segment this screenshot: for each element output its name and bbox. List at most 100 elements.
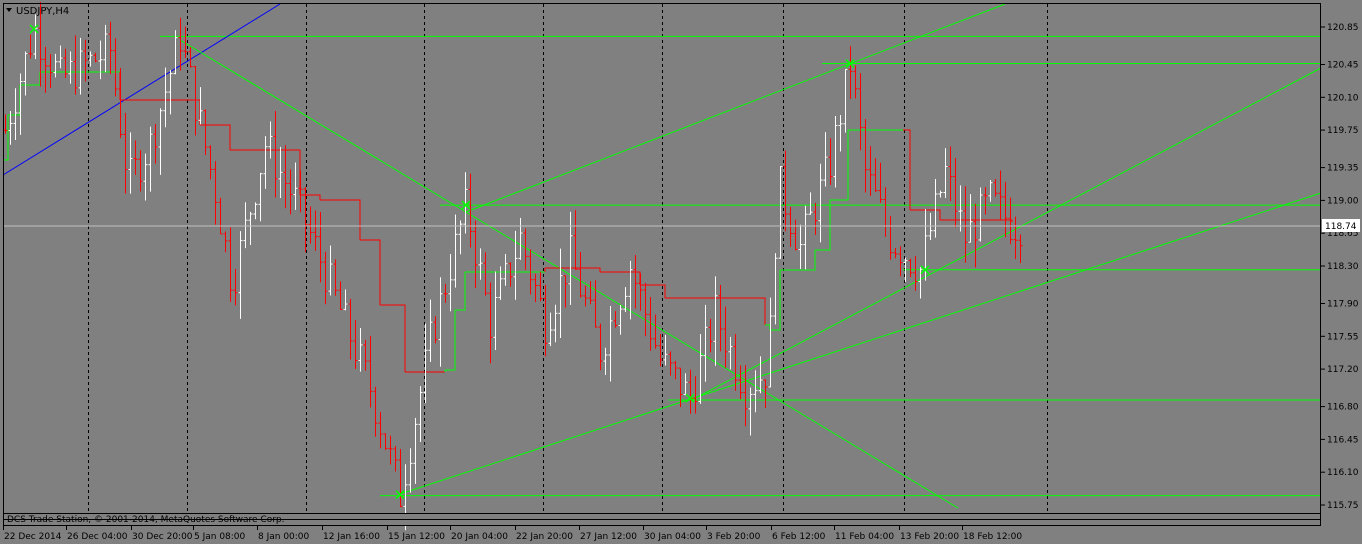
price-bar xyxy=(353,320,358,370)
price-bar xyxy=(738,365,743,400)
price-bar xyxy=(683,373,688,396)
price-bar xyxy=(993,178,998,197)
swing-high-marker xyxy=(845,59,855,69)
price-bar xyxy=(318,211,323,283)
x-tick-label: 20 Jan 04:00 xyxy=(451,532,508,542)
price-bar xyxy=(433,316,438,344)
copyright-text: DCS Trade Station, © 2001-2014, MetaQuot… xyxy=(7,515,285,525)
triangle-down-icon[interactable] xyxy=(6,8,12,12)
x-tick-label: 5 Jan 08:00 xyxy=(194,532,246,542)
price-bar xyxy=(868,146,873,196)
price-bar xyxy=(873,158,878,192)
price-bar xyxy=(728,336,733,370)
price-bar xyxy=(478,248,483,280)
price-bar xyxy=(543,284,548,357)
price-bar xyxy=(8,110,13,145)
price-bar xyxy=(48,54,53,89)
price-bar xyxy=(828,138,833,185)
stop-line-segment xyxy=(300,194,321,200)
price-bar xyxy=(788,206,793,247)
price-bar xyxy=(208,145,213,180)
stop-line-segment xyxy=(455,272,466,311)
y-tick-label: 117.90 xyxy=(1327,299,1359,309)
price-bar xyxy=(638,273,643,311)
price-bar xyxy=(13,88,18,141)
stop-line-segment xyxy=(780,250,816,271)
stop-line-segment xyxy=(770,270,781,331)
stop-line-segment xyxy=(830,130,849,201)
y-tick-label: 118.65 xyxy=(1327,229,1359,239)
price-bar xyxy=(248,211,253,245)
x-tick-label: 6 Feb 12:00 xyxy=(772,532,826,542)
stop-line-segment xyxy=(3,115,9,161)
stop-line-segment xyxy=(545,267,601,272)
price-bar xyxy=(213,161,218,225)
price-bar xyxy=(838,115,843,152)
price-bar xyxy=(158,108,163,175)
price-bar xyxy=(613,310,618,328)
horizontal-levels xyxy=(160,35,1321,497)
stop-line-segment xyxy=(815,200,831,251)
price-bar xyxy=(498,266,503,300)
y-tick-label: 116.45 xyxy=(1327,435,1359,445)
price-bar xyxy=(1008,197,1013,245)
price-bar xyxy=(768,297,773,388)
stop-line-segment xyxy=(200,124,231,150)
price-bar xyxy=(448,253,453,312)
price-bar xyxy=(18,73,23,135)
price-bar xyxy=(578,251,583,298)
price-bar xyxy=(748,387,753,436)
price-bar xyxy=(973,203,978,268)
price-bar xyxy=(223,231,228,253)
stop-line-segment xyxy=(710,297,766,325)
price-bar xyxy=(953,157,958,228)
x-tick-label: 22 Dec 2014 xyxy=(4,532,62,542)
price-bar xyxy=(678,367,683,408)
price-bar xyxy=(823,132,828,187)
price-bar xyxy=(703,304,708,382)
price-bar xyxy=(473,220,478,289)
price-bar xyxy=(128,132,133,194)
price-bar xyxy=(988,180,993,202)
price-bar xyxy=(793,219,798,251)
stop-line-segment xyxy=(910,209,941,220)
x-tick-label: 3 Feb 20:00 xyxy=(707,532,761,542)
price-bar xyxy=(408,448,413,493)
price-bar xyxy=(468,173,473,248)
price-bar xyxy=(358,328,363,372)
stop-line-segment xyxy=(445,310,456,371)
vertical-grid-lines xyxy=(88,4,1048,526)
price-bar xyxy=(338,281,343,310)
price-bar xyxy=(508,262,513,287)
price-bar xyxy=(323,251,328,305)
price-bar xyxy=(843,68,848,133)
price-bar xyxy=(698,334,703,404)
symbol-timeframe-label: USDJPY,H4 xyxy=(16,6,69,17)
price-bar xyxy=(713,276,718,366)
price-bar xyxy=(78,37,83,95)
price-bar xyxy=(178,17,183,71)
price-bar xyxy=(273,111,278,198)
x-tick-label: 15 Jan 12:00 xyxy=(388,532,445,542)
price-bar xyxy=(903,257,908,282)
current-price-label: 118.74 xyxy=(1322,219,1360,232)
price-bar xyxy=(378,411,383,449)
price-bar xyxy=(33,14,38,59)
price-bar xyxy=(293,162,298,210)
price-bar xyxy=(763,379,768,408)
price-bar xyxy=(663,334,668,366)
price-bar xyxy=(298,170,303,213)
price-bar xyxy=(523,228,528,270)
swing-low-marker xyxy=(395,490,405,500)
price-bar xyxy=(388,435,393,465)
price-bar xyxy=(58,45,63,69)
price-bar xyxy=(93,52,98,63)
price-bar xyxy=(278,146,283,198)
price-bar xyxy=(368,335,373,408)
price-bar xyxy=(983,187,988,215)
x-tick-label: 30 Jan 04:00 xyxy=(644,532,701,542)
stop-line-segment xyxy=(380,304,406,372)
price-bar xyxy=(503,253,508,286)
price-bar xyxy=(943,148,948,198)
